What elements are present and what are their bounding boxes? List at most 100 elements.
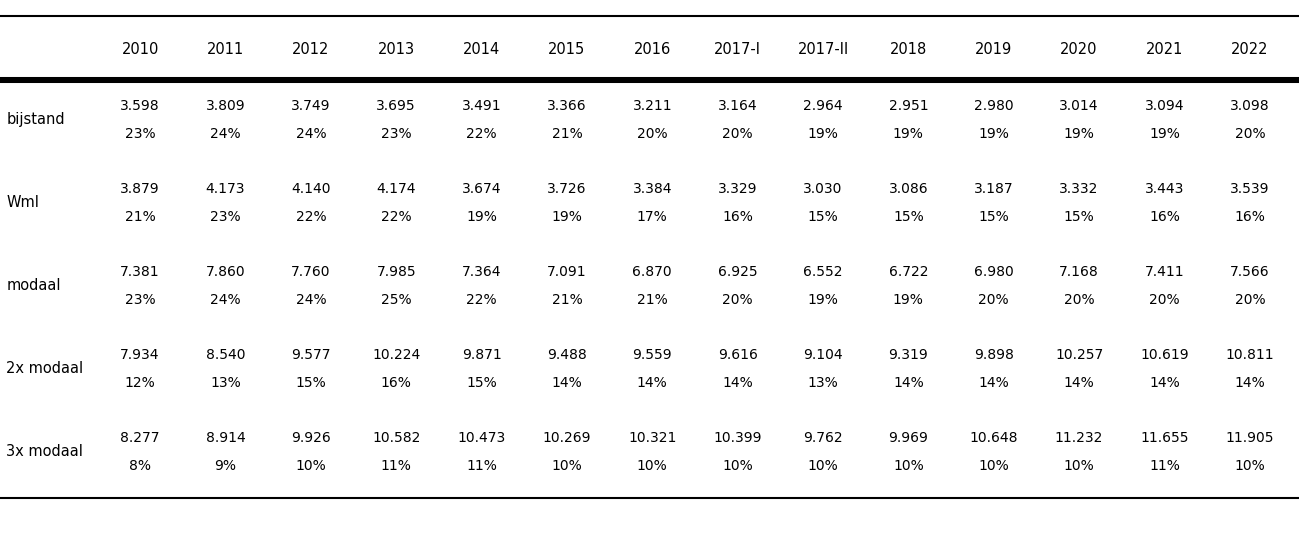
Text: 10%: 10% — [1064, 459, 1095, 473]
Text: 3.094: 3.094 — [1144, 99, 1185, 113]
Text: 9.969: 9.969 — [889, 431, 929, 445]
Text: 10%: 10% — [722, 459, 753, 473]
Text: 22%: 22% — [466, 127, 498, 141]
Text: 11.232: 11.232 — [1055, 431, 1103, 445]
Text: 19%: 19% — [1064, 127, 1095, 141]
Text: 23%: 23% — [125, 127, 156, 141]
Text: 13%: 13% — [808, 376, 838, 390]
Text: 10%: 10% — [552, 459, 582, 473]
Text: 7.985: 7.985 — [377, 265, 416, 279]
Text: 3.211: 3.211 — [633, 99, 672, 113]
Text: 8.914: 8.914 — [205, 431, 246, 445]
Text: 3.539: 3.539 — [1230, 182, 1269, 196]
Text: 15%: 15% — [1064, 210, 1095, 224]
Text: 7.860: 7.860 — [205, 265, 246, 279]
Text: 22%: 22% — [295, 210, 326, 224]
Text: 7.566: 7.566 — [1230, 265, 1269, 279]
Text: 7.411: 7.411 — [1144, 265, 1185, 279]
Text: 7.760: 7.760 — [291, 265, 330, 279]
Text: 10.582: 10.582 — [372, 431, 421, 445]
Text: 10%: 10% — [1234, 459, 1265, 473]
Text: 3x modaal: 3x modaal — [6, 444, 83, 459]
Text: 2014: 2014 — [462, 42, 500, 57]
Text: 10%: 10% — [978, 459, 1009, 473]
Text: 21%: 21% — [637, 293, 668, 307]
Text: 2018: 2018 — [890, 42, 927, 57]
Text: 3.187: 3.187 — [974, 182, 1013, 196]
Text: 20%: 20% — [978, 293, 1009, 307]
Text: 3.014: 3.014 — [1060, 99, 1099, 113]
Text: 24%: 24% — [295, 127, 326, 141]
Text: 2017-I: 2017-I — [714, 42, 761, 57]
Text: 19%: 19% — [1150, 127, 1179, 141]
Text: 19%: 19% — [466, 210, 498, 224]
Text: 22%: 22% — [466, 293, 498, 307]
Text: 9.488: 9.488 — [547, 348, 587, 362]
Text: 6.722: 6.722 — [889, 265, 927, 279]
Text: 10.473: 10.473 — [457, 431, 505, 445]
Text: 19%: 19% — [978, 127, 1009, 141]
Text: 14%: 14% — [1150, 376, 1179, 390]
Text: 9.104: 9.104 — [803, 348, 843, 362]
Text: 10%: 10% — [637, 459, 668, 473]
Text: 6.552: 6.552 — [803, 265, 843, 279]
Text: 2022: 2022 — [1231, 42, 1269, 57]
Text: 19%: 19% — [808, 293, 838, 307]
Text: 10.399: 10.399 — [713, 431, 763, 445]
Text: 3.098: 3.098 — [1230, 99, 1269, 113]
Text: 2017-II: 2017-II — [798, 42, 848, 57]
Text: 10.619: 10.619 — [1141, 348, 1189, 362]
Text: 9.762: 9.762 — [803, 431, 843, 445]
Text: 14%: 14% — [892, 376, 924, 390]
Text: 23%: 23% — [125, 293, 156, 307]
Text: 15%: 15% — [808, 210, 838, 224]
Text: 3.329: 3.329 — [718, 182, 757, 196]
Text: 3.443: 3.443 — [1144, 182, 1185, 196]
Text: 21%: 21% — [552, 127, 582, 141]
Text: Wml: Wml — [6, 195, 39, 210]
Text: 21%: 21% — [125, 210, 156, 224]
Text: 23%: 23% — [210, 210, 240, 224]
Text: 2x modaal: 2x modaal — [6, 361, 83, 376]
Text: 9.616: 9.616 — [718, 348, 757, 362]
Text: 14%: 14% — [1064, 376, 1095, 390]
Text: 3.030: 3.030 — [803, 182, 843, 196]
Text: 20%: 20% — [722, 293, 753, 307]
Text: 16%: 16% — [1150, 210, 1179, 224]
Text: 2.964: 2.964 — [803, 99, 843, 113]
Text: 8%: 8% — [129, 459, 151, 473]
Text: 9.577: 9.577 — [291, 348, 330, 362]
Text: 11%: 11% — [1150, 459, 1179, 473]
Text: 22%: 22% — [381, 210, 412, 224]
Text: 20%: 20% — [1064, 293, 1095, 307]
Text: 11%: 11% — [466, 459, 498, 473]
Text: 10%: 10% — [295, 459, 326, 473]
Text: 16%: 16% — [722, 210, 753, 224]
Text: 6.980: 6.980 — [974, 265, 1013, 279]
Text: 6.925: 6.925 — [718, 265, 757, 279]
Text: 2012: 2012 — [292, 42, 330, 57]
Text: 4.173: 4.173 — [205, 182, 246, 196]
Text: 10.269: 10.269 — [543, 431, 591, 445]
Text: 14%: 14% — [1234, 376, 1265, 390]
Text: 11.655: 11.655 — [1141, 431, 1189, 445]
Text: 16%: 16% — [381, 376, 412, 390]
Text: 11%: 11% — [381, 459, 412, 473]
Text: 3.598: 3.598 — [121, 99, 160, 113]
Text: 14%: 14% — [722, 376, 753, 390]
Text: 15%: 15% — [892, 210, 924, 224]
Text: 6.870: 6.870 — [633, 265, 672, 279]
Text: 2.951: 2.951 — [889, 99, 929, 113]
Text: 2021: 2021 — [1146, 42, 1183, 57]
Text: 3.674: 3.674 — [462, 182, 501, 196]
Text: 23%: 23% — [381, 127, 412, 141]
Text: 11.905: 11.905 — [1225, 431, 1274, 445]
Text: 3.491: 3.491 — [461, 99, 501, 113]
Text: 10.648: 10.648 — [969, 431, 1018, 445]
Text: 3.726: 3.726 — [547, 182, 587, 196]
Text: 10.224: 10.224 — [372, 348, 421, 362]
Text: 24%: 24% — [210, 293, 240, 307]
Text: 19%: 19% — [892, 293, 924, 307]
Text: 24%: 24% — [295, 293, 326, 307]
Text: 4.140: 4.140 — [291, 182, 330, 196]
